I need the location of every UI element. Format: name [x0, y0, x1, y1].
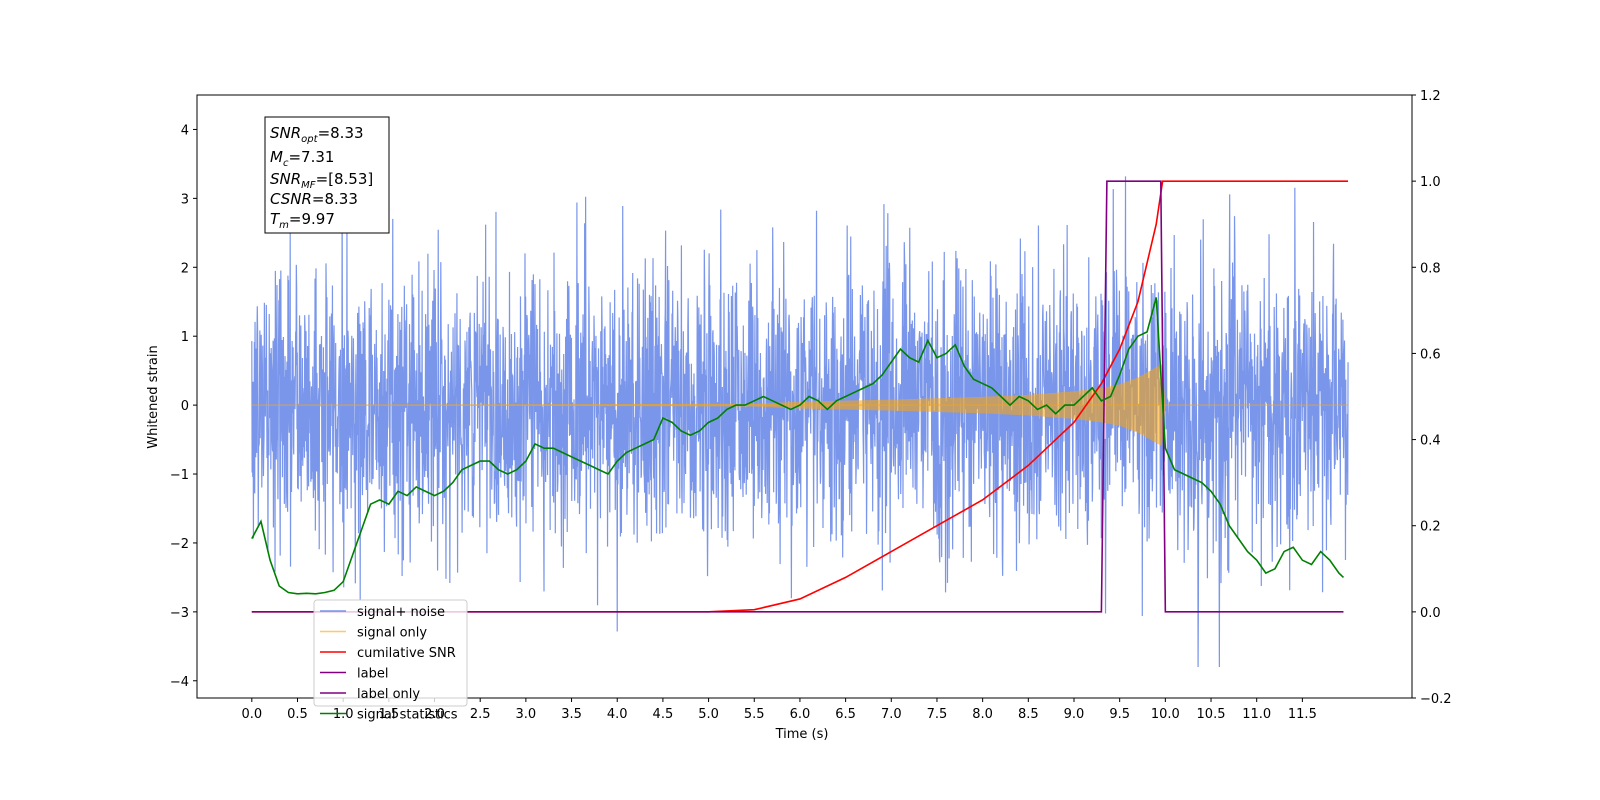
x-tick-label: 2.5: [470, 707, 491, 722]
y-tick-label: 3: [181, 192, 189, 207]
x-tick-label: 0.0: [241, 707, 262, 722]
y2-tick-label: 0.8: [1420, 261, 1441, 276]
x-tick-label: 10.0: [1151, 707, 1180, 722]
x-tick-label: 7.5: [927, 707, 948, 722]
x-tick-label: 6.0: [790, 707, 811, 722]
y2-tick-label: 1.2: [1420, 89, 1441, 104]
y-axis-label: Whitened strain: [146, 345, 161, 448]
x-tick-label: 9.5: [1109, 707, 1130, 722]
x-tick-label: 6.5: [835, 707, 856, 722]
x-tick-label: 11.0: [1242, 707, 1271, 722]
legend-item-label: cumilative SNR: [357, 646, 456, 661]
legend-item-label: label: [357, 667, 388, 682]
x-tick-label: 0.5: [287, 707, 308, 722]
series-cumulative-snr-line: [251, 180, 1349, 613]
y-axis-left: −4 −3 −2 −1 0 1 2 3 4: [170, 123, 197, 690]
y-tick-label: −2: [170, 537, 189, 552]
x-tick-label: 1.5: [378, 707, 399, 722]
legend-item-label: signal statistics: [357, 708, 458, 723]
legend: signal+ noise signal only cumilative SNR la…: [313, 599, 468, 723]
plot-frame: [196, 94, 1413, 699]
info-box-frame: [264, 116, 390, 234]
x-axis-label: Time (s): [775, 727, 829, 742]
info-tm: Tm=9.97: [270, 210, 335, 231]
y-tick-label: −4: [170, 675, 189, 690]
x-tick-label: 4.5: [653, 707, 674, 722]
info-snr-opt: SNRopt=8.33: [270, 124, 364, 145]
y-tick-label: 1: [181, 330, 189, 345]
series-signal-noise-line: [251, 176, 1349, 667]
x-tick-label: 11.5: [1288, 707, 1317, 722]
legend-frame: [313, 599, 468, 707]
series-signal-statistics-line: [251, 297, 1345, 595]
x-tick-label: 4.0: [607, 707, 628, 722]
x-tick-label: 10.5: [1197, 707, 1226, 722]
y-tick-label: −1: [170, 468, 189, 483]
y2-tick-label: 0.4: [1420, 434, 1441, 449]
x-tick-label: 8.0: [972, 707, 993, 722]
y-axis-right: −0.2 0.0 0.2 0.4 0.6 0.8 1.0 1.2: [1412, 89, 1452, 707]
x-tick-label: 2.0: [424, 707, 445, 722]
info-mc: Mc=7.31: [270, 148, 334, 169]
info-csnr: CSNR=8.33: [270, 190, 358, 208]
legend-item-label: signal+ noise: [357, 605, 445, 620]
info-box: SNRopt=8.33 Mc=7.31 SNRMF=[8.53] CSNR=8.…: [264, 116, 390, 234]
y2-tick-label: 1.0: [1420, 175, 1441, 190]
series-label-line: [251, 180, 1344, 613]
x-axis: 0.0 0.5 1.0 1.5 2.0 2.5 3.0 3.5 4.0 4.5 5.0 5.5 6.0 6…: [241, 698, 1317, 722]
x-tick-label: 5.0: [698, 707, 719, 722]
y2-tick-label: −0.2: [1420, 692, 1452, 707]
x-tick-label: 5.5: [744, 707, 765, 722]
y2-tick-label: 0.0: [1420, 606, 1441, 621]
y-tick-label: 2: [181, 261, 189, 276]
x-tick-label: 9.0: [1064, 707, 1085, 722]
y2-tick-label: 0.6: [1420, 347, 1441, 362]
x-tick-label: 3.5: [561, 707, 582, 722]
plot-area: [251, 176, 1349, 667]
y-tick-label: 4: [181, 123, 189, 138]
info-snr-mf: SNRMF=[8.53]: [270, 170, 373, 191]
x-tick-label: 8.5: [1018, 707, 1039, 722]
y2-tick-label: 0.2: [1420, 520, 1441, 535]
y-tick-label: 0: [181, 399, 189, 414]
y-tick-label: −3: [170, 606, 189, 621]
x-tick-label: 3.0: [516, 707, 537, 722]
x-tick-label: 1.0: [333, 707, 354, 722]
x-tick-label: 7.0: [881, 707, 902, 722]
legend-item-label: label only: [357, 687, 420, 702]
legend-item-label: signal only: [357, 626, 427, 641]
